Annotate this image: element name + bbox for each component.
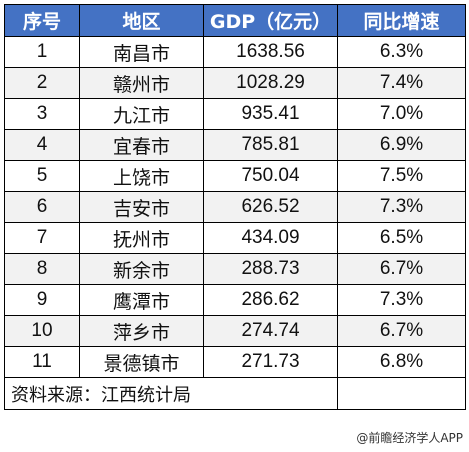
header-growth: 同比增速	[337, 4, 466, 37]
cell-index: 11	[4, 346, 80, 378]
cell-region: 宜春市	[79, 129, 204, 161]
cell-growth: 7.5%	[337, 160, 466, 192]
cell-index: 8	[4, 253, 80, 285]
cell-index: 1	[4, 36, 80, 68]
cell-gdp: 626.52	[203, 191, 338, 223]
cell-region: 吉安市	[79, 191, 204, 223]
cell-growth: 6.8%	[337, 346, 466, 378]
cell-growth: 7.4%	[337, 67, 466, 99]
cell-growth: 6.7%	[337, 315, 466, 347]
cell-index: 7	[4, 222, 80, 254]
cell-gdp: 271.73	[203, 346, 338, 378]
cell-region: 赣州市	[79, 67, 204, 99]
table-row: 8 新余市 288.73 6.7%	[4, 253, 466, 285]
cell-index: 4	[4, 129, 80, 161]
cell-gdp: 1638.56	[203, 36, 338, 68]
cell-gdp: 286.62	[203, 284, 338, 316]
cell-index: 2	[4, 67, 80, 99]
cell-index: 9	[4, 284, 80, 316]
cell-region: 上饶市	[79, 160, 204, 192]
cell-gdp: 785.81	[203, 129, 338, 161]
cell-growth: 6.9%	[337, 129, 466, 161]
cell-region: 新余市	[79, 253, 204, 285]
cell-gdp: 935.41	[203, 98, 338, 130]
cell-gdp: 750.04	[203, 160, 338, 192]
cell-region: 萍乡市	[79, 315, 204, 347]
cell-index: 10	[4, 315, 80, 347]
header-gdp: GDP（亿元）	[203, 4, 338, 37]
cell-region: 九江市	[79, 98, 204, 130]
table-row: 2 赣州市 1028.29 7.4%	[4, 67, 466, 99]
cell-gdp: 434.09	[203, 222, 338, 254]
source-empty-cell	[337, 377, 466, 410]
cell-growth: 7.3%	[337, 191, 466, 223]
cell-region: 抚州市	[79, 222, 204, 254]
table-header-row: 序号 地区 GDP（亿元） 同比增速	[4, 4, 466, 37]
table-row: 11 景德镇市 271.73 6.8%	[4, 346, 466, 378]
cell-growth: 6.5%	[337, 222, 466, 254]
table-row: 5 上饶市 750.04 7.5%	[4, 160, 466, 192]
watermark: @前瞻经济学人APP	[356, 431, 463, 445]
cell-growth: 7.0%	[337, 98, 466, 130]
source-row: 资料来源：江西统计局	[4, 377, 466, 410]
table-row: 9 鹰潭市 286.62 7.3%	[4, 284, 466, 316]
cell-region: 南昌市	[79, 36, 204, 68]
cell-region: 景德镇市	[79, 346, 204, 378]
header-region: 地区	[79, 4, 204, 37]
cell-index: 3	[4, 98, 80, 130]
gdp-table: 序号 地区 GDP（亿元） 同比增速 1 南昌市 1638.56 6.3% 2 …	[4, 4, 466, 410]
cell-growth: 6.3%	[337, 36, 466, 68]
cell-index: 6	[4, 191, 80, 223]
table-row: 7 抚州市 434.09 6.5%	[4, 222, 466, 254]
cell-index: 5	[4, 160, 80, 192]
table-row: 6 吉安市 626.52 7.3%	[4, 191, 466, 223]
header-index: 序号	[4, 4, 80, 37]
table-row: 10 萍乡市 274.74 6.7%	[4, 315, 466, 347]
table-row: 4 宜春市 785.81 6.9%	[4, 129, 466, 161]
cell-growth: 7.3%	[337, 284, 466, 316]
table-row: 1 南昌市 1638.56 6.3%	[4, 36, 466, 68]
cell-region: 鹰潭市	[79, 284, 204, 316]
cell-gdp: 1028.29	[203, 67, 338, 99]
cell-gdp: 274.74	[203, 315, 338, 347]
table-row: 3 九江市 935.41 7.0%	[4, 98, 466, 130]
cell-growth: 6.7%	[337, 253, 466, 285]
cell-gdp: 288.73	[203, 253, 338, 285]
source-note: 资料来源：江西统计局	[4, 377, 338, 410]
